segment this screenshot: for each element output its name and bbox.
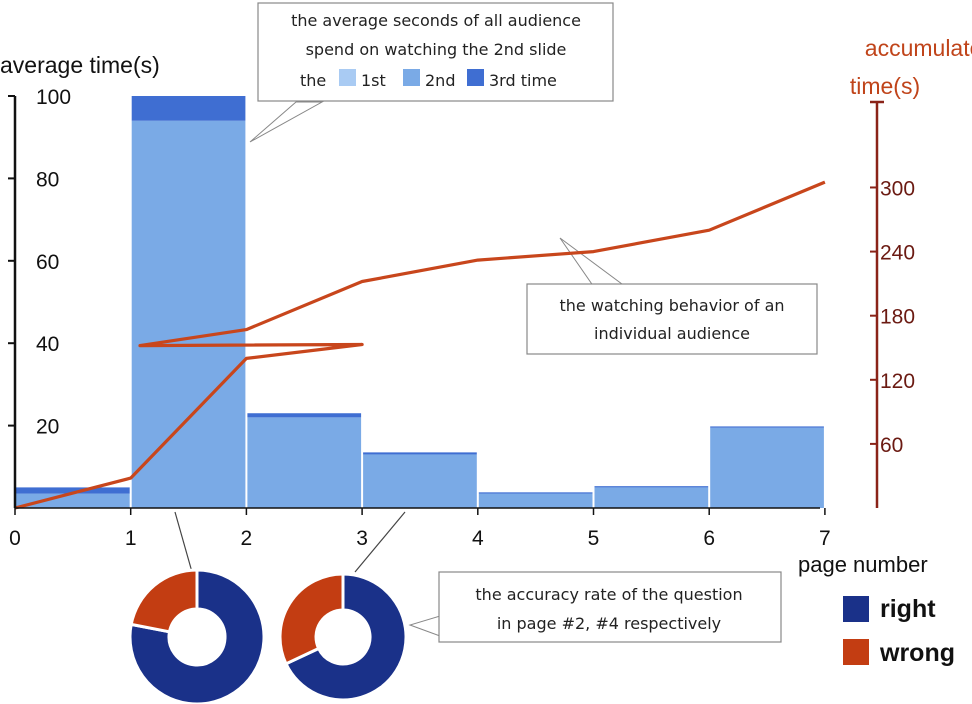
bar-6-3rd-time	[594, 486, 709, 488]
legend-swatch-2nd	[403, 69, 420, 86]
callout-pointers	[249, 101, 632, 637]
x-tick-label-1: 1	[125, 527, 137, 550]
donut-slice-right	[128, 568, 266, 704]
donut-slice-right	[284, 572, 408, 702]
bar-note-line-2: spend on watching the 2nd slide	[306, 40, 567, 59]
legend-label-2nd: 2nd	[425, 71, 455, 90]
pie-note-box	[438, 571, 782, 643]
left-y-axis	[13, 96, 820, 509]
bar-legend: the 1st 2nd 3rd time	[300, 69, 557, 90]
line-note-box	[526, 283, 818, 355]
bar-1-3rd-time	[16, 487, 130, 494]
left-tick-label-20: 20	[36, 416, 59, 439]
x-tick-label-0: 0	[9, 527, 21, 550]
donut-page-4	[278, 572, 408, 702]
bar-note-line-1: the average seconds of all audience	[291, 11, 581, 30]
bar-series	[16, 96, 824, 508]
pie-note-line-1: the accuracy rate of the question	[475, 585, 742, 604]
left-axis-title: average time(s)	[0, 52, 160, 78]
donut-slice-wrong	[129, 568, 199, 634]
legend-label-3rd-time: 3rd time	[489, 71, 557, 90]
legend-swatch-wrong	[843, 639, 869, 665]
legend-swatch-right	[843, 596, 869, 622]
left-tick-label-60: 60	[36, 251, 59, 274]
right-axis-title-line1: accumulated	[865, 35, 972, 61]
right-tick-label-120: 120	[880, 370, 915, 393]
bar-7-3rd-time	[710, 426, 824, 428]
bar-note-pointer	[249, 101, 324, 143]
pie-pointer-2	[354, 511, 406, 573]
bar-3-2nd	[247, 417, 362, 508]
right-axis-title-line2: time(s)	[850, 73, 920, 99]
donut-page-2	[128, 568, 266, 704]
x-tick-label-6: 6	[703, 527, 715, 550]
bar-7-2nd	[710, 427, 824, 508]
bar-3-3rd-time	[247, 413, 362, 418]
bar-4-2nd	[363, 454, 477, 508]
accumulated-time-line	[14, 180, 826, 510]
donut-slice-wrong	[278, 572, 345, 666]
x-tick-label-2: 2	[241, 527, 253, 550]
right-tick-label-300: 300	[880, 177, 915, 200]
bar-2-3rd-time	[131, 96, 246, 121]
right-tick-label-60: 60	[880, 434, 903, 457]
legend-swatch-3rd-time	[467, 69, 484, 86]
x-tick-label-7: 7	[819, 527, 831, 550]
bar-2-2nd	[131, 120, 246, 508]
line-note-line-2: individual audience	[594, 324, 750, 343]
x-tick-label-3: 3	[356, 527, 368, 550]
right-tick-label-180: 180	[880, 306, 915, 329]
line-note-line-1: the watching behavior of an	[559, 296, 784, 315]
legend-prefix: the	[300, 71, 326, 90]
pie-pointer-1	[174, 511, 193, 573]
left-tick-label-80: 80	[36, 168, 59, 191]
legend-label-wrong: wrong	[879, 639, 955, 667]
x-axis-title: page number	[798, 552, 928, 577]
line-series	[14, 180, 826, 510]
bar-6-2nd	[594, 487, 709, 508]
x-tick-label-4: 4	[472, 527, 484, 550]
right-tick-label-240: 240	[880, 242, 915, 265]
pie-note-line-2: in page #2, #4 respectively	[497, 614, 721, 633]
bar-1-2nd	[16, 493, 130, 508]
legend-swatch-1st	[339, 69, 356, 86]
bar-5-3rd-time	[478, 492, 593, 494]
pie-note-pointer	[408, 615, 441, 637]
bar-note-box	[257, 2, 614, 102]
left-tick-label-40: 40	[36, 333, 59, 356]
left-tick-label-100: 100	[36, 86, 71, 109]
bar-5-2nd	[478, 493, 593, 508]
legend-label-1st: 1st	[361, 71, 386, 90]
legend-label-right: right	[880, 595, 936, 623]
x-tick-label-5: 5	[588, 527, 600, 550]
bar-4-3rd-time	[363, 452, 477, 455]
